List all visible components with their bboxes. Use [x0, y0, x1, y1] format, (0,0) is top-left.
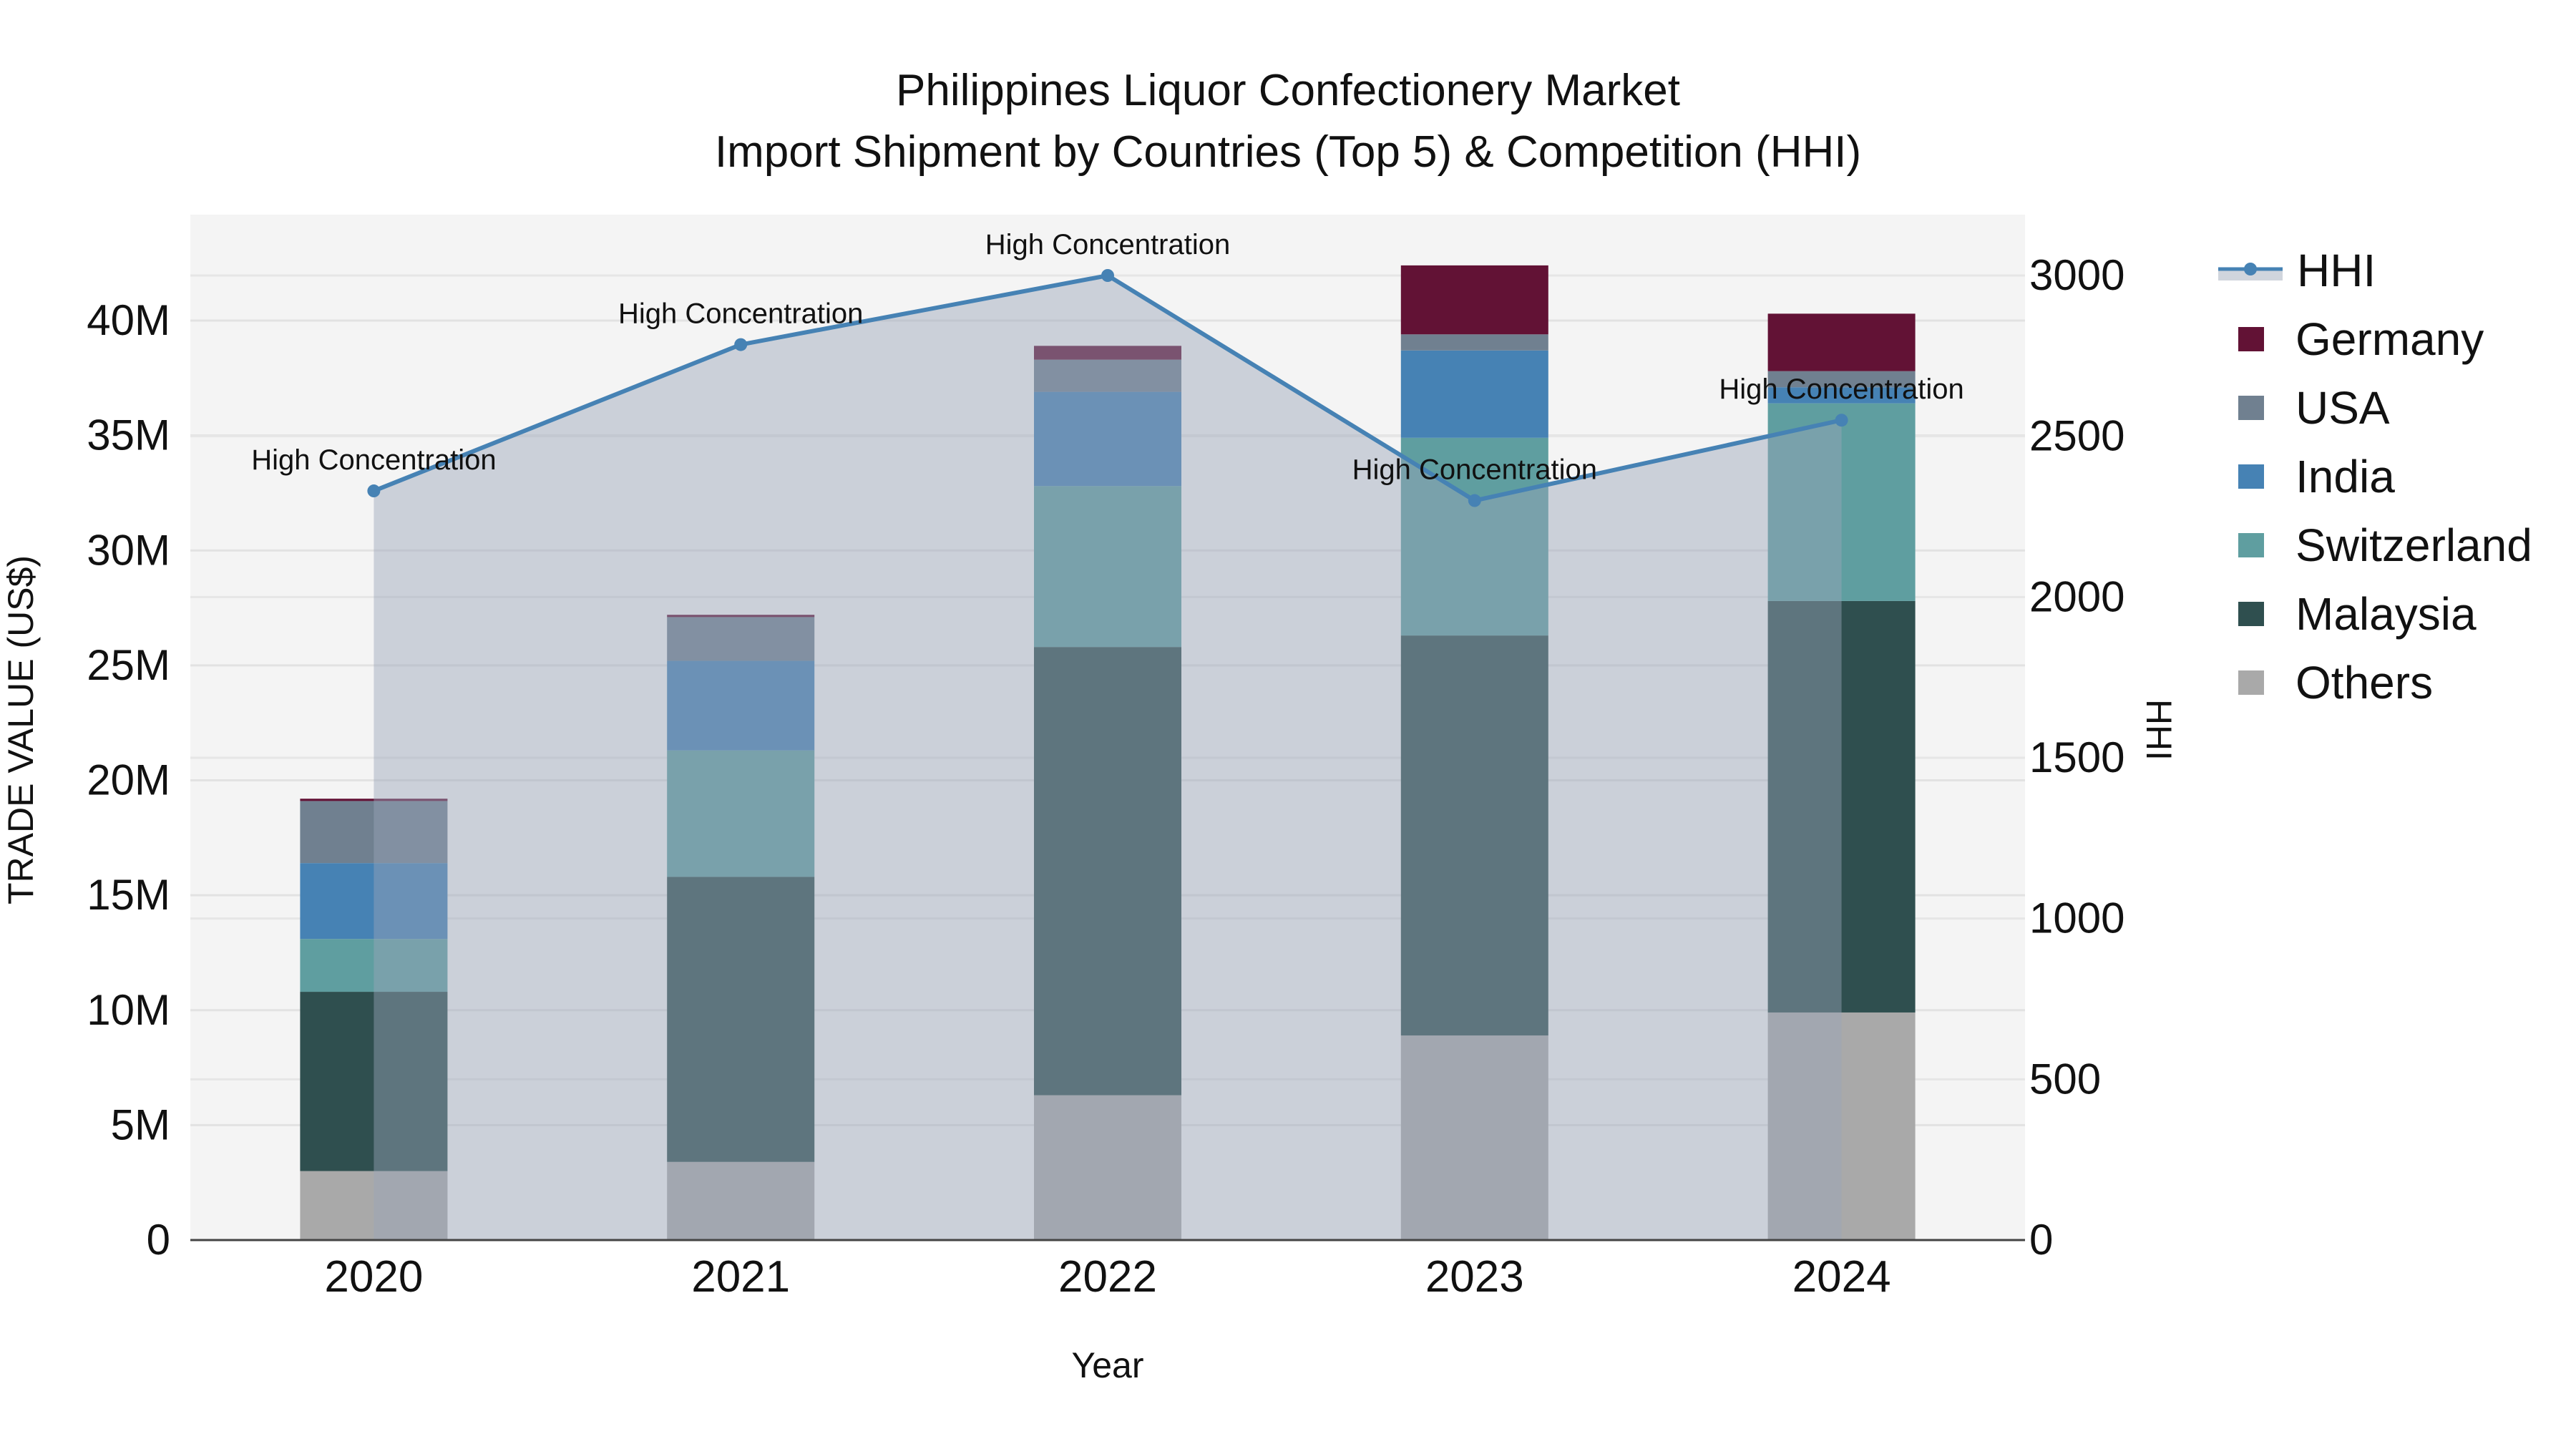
legend-label: Switzerland — [2296, 519, 2532, 571]
legend-item-usa[interactable]: USA — [2218, 374, 2532, 442]
y2-axis-title: HHI — [2139, 699, 2179, 761]
hhi-annotation: High Concentration — [618, 298, 863, 330]
legend-swatch-icon — [2238, 396, 2264, 420]
legend-item-india[interactable]: India — [2218, 442, 2532, 511]
bar-segment-india[interactable] — [1767, 387, 1916, 404]
bar-segment-switzerland[interactable] — [300, 939, 448, 992]
legend-label: USA — [2296, 382, 2390, 434]
y2-tick-label: 3000 — [2029, 251, 2124, 299]
legend-swatch-icon — [2238, 602, 2264, 626]
y-tick-label: 10M — [87, 986, 170, 1034]
y2-tick-label: 500 — [2029, 1055, 2101, 1103]
bar-segment-india[interactable] — [667, 660, 815, 751]
hhi-marker[interactable] — [367, 484, 381, 498]
x-tick-label: 2024 — [1792, 1252, 1891, 1302]
legend-label: India — [2296, 451, 2395, 502]
bar-segment-others[interactable] — [667, 1161, 815, 1240]
y-tick-label: 0 — [147, 1216, 170, 1264]
legend-label: Others — [2296, 657, 2434, 708]
hhi-annotation: High Concentration — [1352, 454, 1597, 486]
bar-segment-germany[interactable] — [1767, 313, 1916, 371]
legend-label: HHI — [2297, 245, 2376, 296]
legend-item-malaysia[interactable]: Malaysia — [2218, 580, 2532, 648]
x-tick-label: 2021 — [691, 1252, 790, 1302]
bar-segment-switzerland[interactable] — [1767, 403, 1916, 601]
y-tick-label: 30M — [87, 526, 170, 574]
bar-segment-germany[interactable] — [667, 615, 815, 618]
bar-segment-others[interactable] — [1034, 1095, 1181, 1240]
x-tick-label: 2020 — [324, 1252, 423, 1302]
y2-tick-label: 2000 — [2029, 572, 2124, 620]
y2-tick-label: 1000 — [2029, 894, 2124, 942]
hhi-annotation: High Concentration — [251, 444, 496, 476]
bar-segment-germany[interactable] — [1034, 346, 1181, 360]
y-tick-label: 20M — [87, 756, 170, 804]
bar-segment-others[interactable] — [300, 1171, 448, 1240]
legend-item-germany[interactable]: Germany — [2218, 305, 2532, 374]
bar-segment-malaysia[interactable] — [1034, 647, 1181, 1096]
bar-segment-usa[interactable] — [667, 617, 815, 661]
bar-segment-malaysia[interactable] — [1767, 600, 1916, 1013]
hhi-area — [374, 275, 1842, 1240]
legend-label: Germany — [2296, 313, 2484, 365]
bar-segment-malaysia[interactable] — [300, 992, 448, 1171]
hhi-line-icon — [2218, 256, 2283, 285]
legend-swatch-icon — [2238, 327, 2264, 351]
hhi-annotation: High Concentration — [1719, 374, 1963, 405]
hhi-marker[interactable] — [1101, 269, 1114, 282]
hhi-marker[interactable] — [1468, 494, 1481, 507]
y-tick-label: 25M — [87, 641, 170, 689]
hhi-marker[interactable] — [1835, 414, 1848, 427]
chart-subtitle: Import Shipment by Countries (Top 5) & C… — [714, 127, 1862, 177]
hhi-marker[interactable] — [734, 338, 748, 351]
y2-tick-label: 0 — [2029, 1216, 2053, 1264]
legend-label: Malaysia — [2296, 588, 2477, 640]
y-axis-title: TRADE VALUE (US$) — [1, 555, 41, 904]
bar-segment-india[interactable] — [1034, 391, 1181, 487]
chart-title: Philippines Liquor Confectionery Market — [896, 66, 1680, 115]
bar-segment-others[interactable] — [1400, 1035, 1548, 1240]
y2-tick-label: 1500 — [2029, 733, 2124, 781]
x-tick-label: 2023 — [1425, 1252, 1524, 1302]
legend: HHI Germany USA India Switzerland Malaysia Oth… — [2218, 236, 2532, 717]
legend-swatch-icon — [2238, 533, 2264, 557]
y-tick-label: 15M — [87, 871, 170, 919]
y-tick-label: 40M — [87, 296, 170, 344]
x-tick-label: 2022 — [1058, 1252, 1157, 1302]
x-axis-title: Year — [1071, 1345, 1143, 1385]
hhi-annotation: High Concentration — [985, 229, 1230, 260]
bar-segment-malaysia[interactable] — [1400, 635, 1548, 1036]
legend-item-hhi[interactable]: HHI — [2218, 236, 2532, 305]
bar-segment-usa[interactable] — [300, 801, 448, 864]
bar-segment-usa[interactable] — [1034, 359, 1181, 392]
bar-segment-switzerland[interactable] — [1034, 486, 1181, 648]
legend-swatch-icon — [2238, 464, 2264, 489]
legend-item-switzerland[interactable]: Switzerland — [2218, 511, 2532, 580]
bar-segment-india[interactable] — [1400, 350, 1548, 438]
bar-segment-usa[interactable] — [1767, 371, 1916, 388]
y-tick-label: 5M — [111, 1101, 170, 1148]
bar-segment-india[interactable] — [300, 863, 448, 940]
bar-segment-others[interactable] — [1767, 1012, 1916, 1240]
legend-swatch-icon — [2238, 670, 2264, 695]
bar-segment-usa[interactable] — [1400, 334, 1548, 351]
legend-item-others[interactable]: Others — [2218, 648, 2532, 717]
bar-segment-malaysia[interactable] — [667, 877, 815, 1162]
y2-tick-label: 2500 — [2029, 412, 2124, 460]
y-tick-label: 35M — [87, 411, 170, 459]
bar-segment-germany[interactable] — [300, 799, 448, 801]
bar-segment-switzerland[interactable] — [667, 750, 815, 877]
bar-segment-germany[interactable] — [1400, 265, 1548, 335]
